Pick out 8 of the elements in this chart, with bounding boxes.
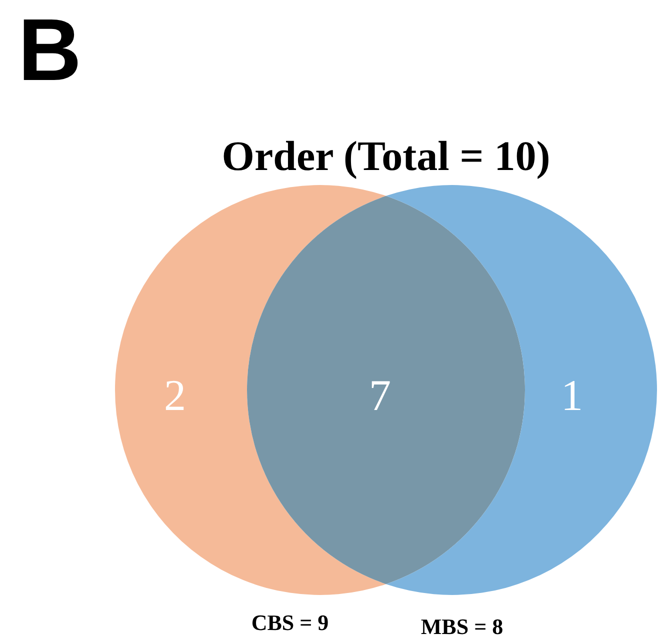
text: CBS = 9	[251, 610, 329, 635]
data-label: 7	[369, 371, 391, 420]
data-label: 2	[164, 371, 186, 420]
text: Order (Total = 10)	[222, 134, 550, 180]
data-label: 1	[561, 371, 583, 420]
text: B	[18, 0, 82, 99]
venn-diagram: 2 7 1	[115, 185, 657, 595]
text: MBS = 8	[420, 614, 504, 639]
